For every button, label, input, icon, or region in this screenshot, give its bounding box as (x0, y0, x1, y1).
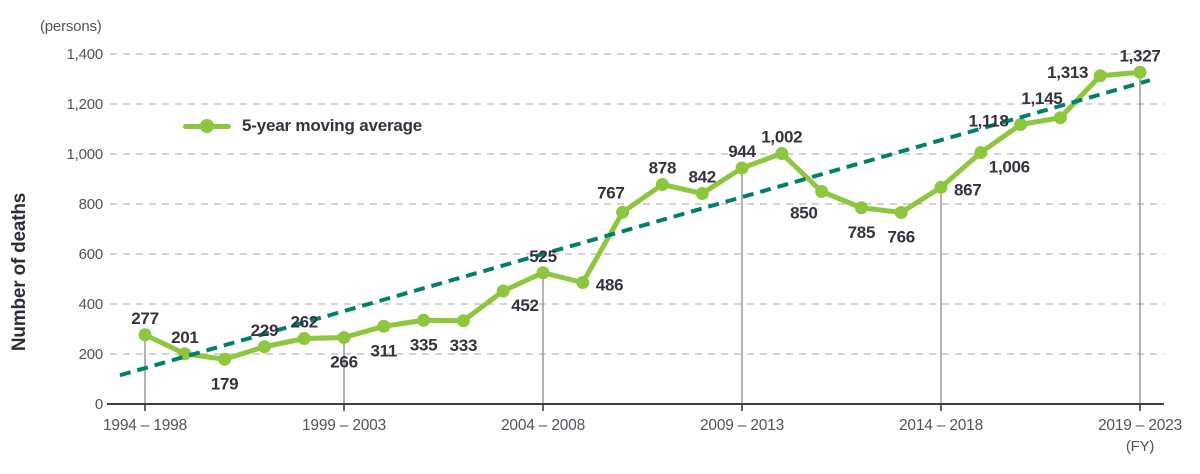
data-point (576, 276, 590, 289)
legend-line-marker (183, 119, 231, 133)
data-point (695, 187, 709, 200)
data-point (1133, 65, 1147, 79)
data-point (775, 147, 789, 160)
y-tick-label: 1,400 (66, 46, 103, 63)
y-tick-label: 1,200 (66, 96, 103, 113)
series-line (142, 69, 1143, 362)
data-point (536, 266, 550, 280)
data-point (735, 161, 749, 175)
data-value-label: 201 (171, 328, 198, 347)
data-value-label: 452 (511, 296, 538, 315)
data-value-label: 311 (371, 341, 398, 360)
data-value-label: 842 (688, 168, 715, 187)
x-tick-label: 1994 – 1998 (103, 417, 187, 434)
fy-axis-label: (FY) (1125, 438, 1155, 455)
data-point (337, 331, 351, 344)
data-value-label: 333 (450, 336, 477, 355)
y-tick-label: 800 (79, 196, 103, 213)
x-tick-label: 2004 – 2008 (501, 417, 585, 434)
trend-line (119, 78, 1151, 378)
data-point (1093, 69, 1107, 83)
y-tick-label: 200 (79, 346, 103, 363)
data-value-label: 1,145 (1021, 89, 1062, 108)
data-value-label: 266 (330, 353, 357, 372)
data-value-label: 1,313 (1047, 63, 1088, 82)
data-value-label: 335 (410, 335, 437, 354)
data-value-label: 262 (290, 313, 317, 332)
x-tick-label: 1999 – 2003 (302, 417, 386, 434)
data-point (854, 201, 868, 215)
y-axis-title: Number of deaths (9, 192, 30, 352)
data-point (496, 284, 510, 298)
data-value-label: 229 (251, 321, 278, 340)
data-point (218, 352, 232, 366)
data-value-label: 525 (529, 247, 556, 266)
data-point (974, 146, 988, 159)
legend: 5-year moving average (183, 116, 422, 136)
data-point (138, 328, 152, 342)
data-value-label: 1,118 (968, 112, 1008, 131)
x-tick-label: 2009 – 2013 (700, 417, 784, 434)
data-point (616, 205, 630, 219)
data-value-label: 767 (597, 183, 624, 202)
data-value-label: 1,002 (761, 128, 802, 147)
data-point (417, 313, 431, 327)
x-tick-label: 2014 – 2018 (899, 417, 983, 434)
data-point (655, 178, 669, 191)
data-point (1053, 111, 1067, 125)
y-axis-unit-label: (persons) (40, 18, 102, 35)
data-point (456, 314, 470, 328)
x-tick-label: 2019 – 2023 (1098, 417, 1182, 434)
data-value-label: 1,006 (989, 158, 1030, 177)
data-point (297, 332, 311, 345)
y-tick-label: 1,000 (66, 146, 103, 163)
data-value-label: 486 (596, 276, 623, 295)
data-value-label: 277 (131, 309, 158, 328)
y-tick-label: 400 (79, 296, 103, 313)
y-tick-label: 600 (79, 246, 103, 263)
data-value-label: 867 (954, 180, 981, 199)
data-value-label: 878 (649, 159, 676, 178)
data-value-label: 944 (728, 142, 756, 161)
y-tick-label: 0 (95, 396, 103, 413)
data-value-label: 785 (848, 223, 875, 242)
data-value-label: 1,327 (1119, 46, 1160, 65)
data-point (377, 319, 391, 333)
data-point (934, 180, 948, 194)
legend-dot-icon (200, 119, 214, 133)
data-value-label: 179 (211, 374, 238, 393)
data-value-label: 766 (887, 228, 914, 247)
data-point (894, 206, 908, 219)
legend-label: 5-year moving average (242, 116, 423, 135)
data-point (815, 185, 829, 198)
data-value-label: 850 (790, 204, 817, 223)
data-point (1014, 118, 1028, 131)
data-point (257, 340, 271, 354)
